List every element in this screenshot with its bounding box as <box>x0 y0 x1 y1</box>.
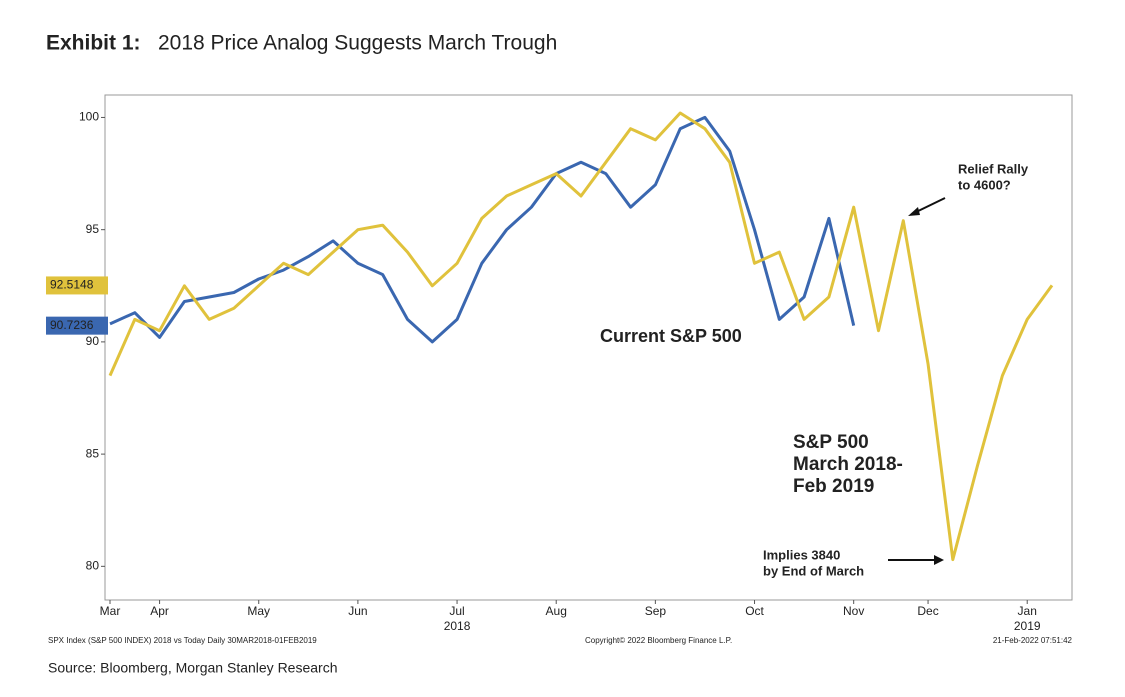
x-tick-label: Sep <box>645 604 667 618</box>
y-tick-label: 80 <box>86 559 100 573</box>
source: Source: Bloomberg, Morgan Stanley Resear… <box>48 660 337 676</box>
y-tick-label: 90 <box>86 334 100 348</box>
series-label: March 2018- <box>793 454 903 475</box>
chart-title: 2018 Price Analog Suggests March Trough <box>158 32 557 55</box>
footer-right: 21-Feb-2022 07:51:42 <box>993 636 1073 645</box>
series-label: Current S&P 500 <box>600 326 742 346</box>
x-group-label: 2018 <box>444 619 471 633</box>
footer-center: Copyright© 2022 Bloomberg Finance L.P. <box>585 636 732 645</box>
last-value-badge <box>46 316 108 335</box>
arrowhead <box>934 555 944 565</box>
footer-left: SPX Index (S&P 500 INDEX) 2018 vs Today … <box>48 636 317 645</box>
x-tick-label: Jun <box>348 604 367 618</box>
x-tick-label: Apr <box>150 604 169 618</box>
x-tick-label: Nov <box>843 604 864 618</box>
x-tick-label: Mar <box>100 604 121 618</box>
annotation: to 4600? <box>958 177 1011 192</box>
series-line <box>108 111 1054 562</box>
last-value-badge <box>46 276 108 295</box>
plot-frame <box>104 94 1073 601</box>
x-tick-label: Aug <box>546 604 567 618</box>
x-tick-label: Dec <box>917 604 938 618</box>
x-tick-label: May <box>247 604 270 618</box>
annotation: Relief Rally <box>958 161 1029 176</box>
series-label: S&P 500 <box>793 432 869 453</box>
last-value-label: 92.5148 <box>50 278 94 292</box>
title-prefix: Exhibit 1: <box>46 32 141 55</box>
annotation: Implies 3840 <box>763 547 840 562</box>
arrowhead <box>908 207 920 216</box>
series-label: Feb 2019 <box>793 476 874 497</box>
series-line <box>109 115 856 344</box>
y-tick-label: 95 <box>86 222 100 236</box>
x-tick-label: Jul <box>449 604 464 618</box>
x-tick-label: Oct <box>745 604 764 618</box>
annotation: by End of March <box>763 563 864 578</box>
y-tick-label: 100 <box>79 110 99 124</box>
last-value-label: 90.7236 <box>50 318 94 332</box>
y-tick-label: 85 <box>86 446 100 460</box>
x-group-label: 2019 <box>1014 619 1041 633</box>
x-tick-label: Jan <box>1018 604 1037 618</box>
